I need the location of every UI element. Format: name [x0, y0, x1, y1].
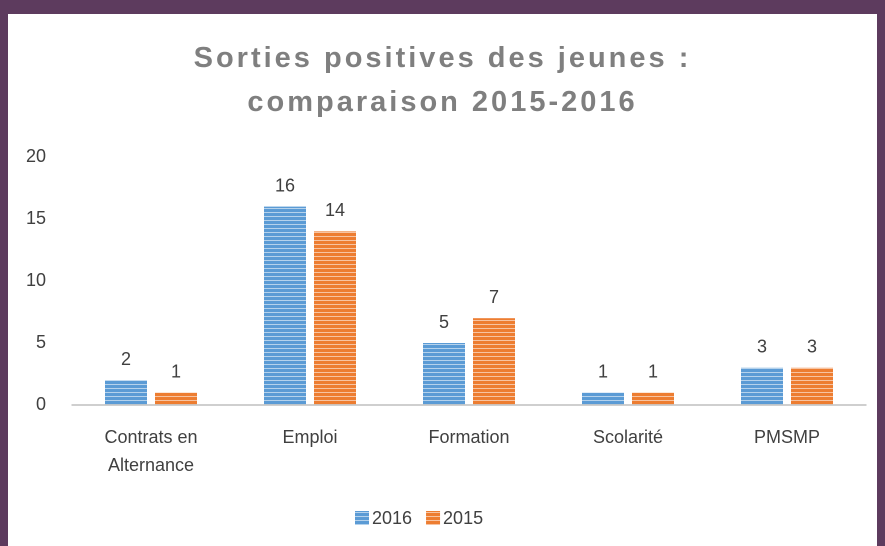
bar [423, 343, 465, 405]
y-tick-label: 0 [36, 394, 46, 414]
x-tick-label: Emploi [282, 427, 338, 447]
x-label-box: Emploi [282, 427, 338, 447]
bar [264, 206, 306, 405]
bar [741, 367, 783, 405]
bar [314, 231, 356, 405]
chart-title: Sorties positives des jeunes : comparais… [193, 42, 692, 118]
y-tick-label: 15 [26, 208, 46, 228]
chart-area [8, 14, 877, 546]
bar [632, 392, 674, 405]
data-label: 5 [439, 312, 449, 332]
bar [791, 367, 833, 405]
data-label: 16 [275, 175, 295, 195]
x-tick-label: Formation [428, 427, 510, 447]
x-label-box: Contrats en Alternance [104, 427, 198, 475]
x-label-box: PMSMP [753, 427, 820, 447]
legend-swatch [355, 511, 369, 525]
data-label: 3 [757, 337, 767, 357]
y-tick-label: 20 [26, 146, 46, 166]
data-label: 7 [489, 287, 499, 307]
title-box: Sorties positives des jeunes : comparais… [193, 42, 692, 118]
data-label: 3 [807, 337, 817, 357]
bar [582, 392, 624, 405]
y-tick-label: 5 [36, 332, 46, 352]
data-label: 2 [121, 349, 131, 369]
data-label: 1 [171, 361, 181, 381]
x-label-box: Formation [428, 427, 510, 447]
x-tick-label: PMSMP [753, 427, 820, 447]
x-tick-label: Scolarité [592, 427, 664, 447]
x-label-box: Scolarité [592, 427, 664, 447]
data-label: 1 [648, 361, 658, 381]
data-label: 1 [598, 361, 608, 381]
bar [155, 392, 197, 405]
legend-label: 2016 [372, 508, 412, 528]
bar [105, 380, 147, 405]
bar [473, 318, 515, 405]
y-tick-label: 10 [26, 270, 46, 290]
legend-label: 2015 [443, 508, 483, 528]
legend-swatch [426, 511, 441, 525]
data-label: 14 [325, 200, 345, 220]
x-tick-label: Contrats en Alternance [104, 427, 198, 475]
